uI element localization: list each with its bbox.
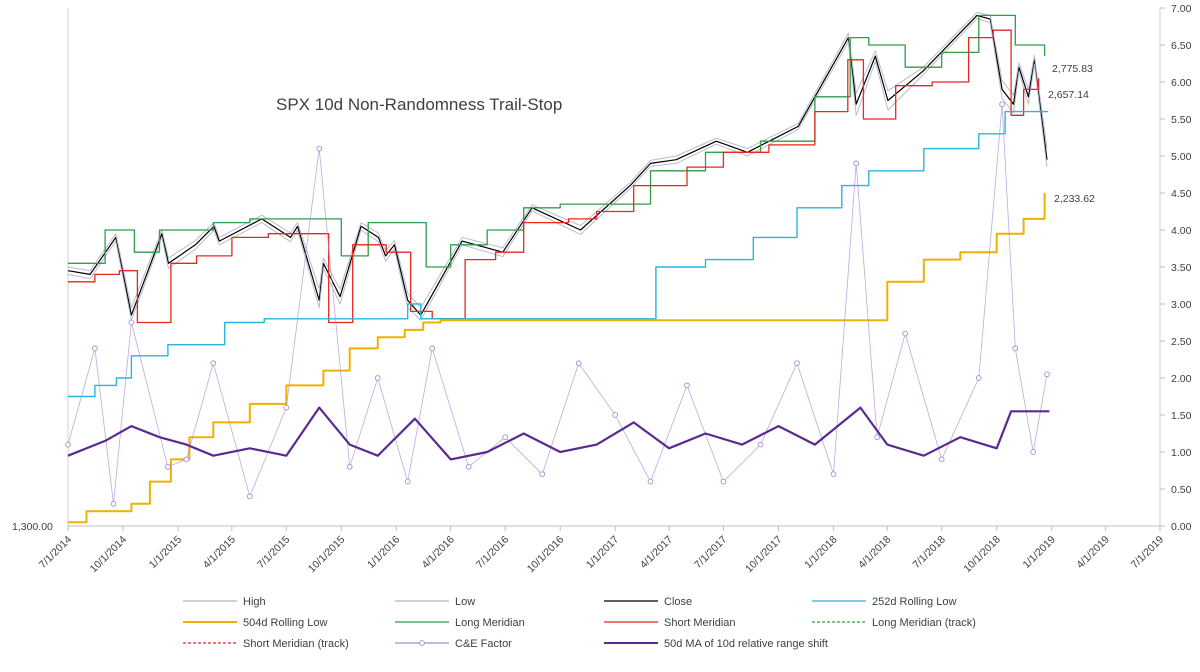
legend-label: Low bbox=[455, 596, 475, 608]
series-point-c-e-factor bbox=[283, 404, 290, 411]
y-tick-label: 3.00 bbox=[1171, 299, 1192, 311]
series-layer bbox=[67, 11, 1050, 524]
series-point-c-e-factor bbox=[465, 463, 472, 470]
series-point-c-e-factor bbox=[246, 493, 253, 500]
series-point-c-e-factor bbox=[183, 456, 190, 463]
chart-title: SPX 10d Non-Randomness Trail-Stop bbox=[276, 95, 562, 114]
left-axis-label: 1,300.00 bbox=[12, 521, 53, 533]
series-line-50d-ma-of-10d-relative-range-shift bbox=[67, 406, 1050, 461]
series-point-c-e-factor bbox=[1030, 449, 1037, 455]
y-tick-label: 5.00 bbox=[1171, 151, 1192, 163]
legend-marker bbox=[419, 640, 425, 646]
legend-label: Long Meridian (track) bbox=[872, 617, 976, 629]
series-point-c-e-factor bbox=[720, 478, 727, 485]
legend-label: High bbox=[243, 596, 266, 608]
grid-lines bbox=[67, 7, 1165, 531]
y-tick-label: 3.50 bbox=[1171, 262, 1192, 274]
series-point-c-e-factor bbox=[539, 471, 546, 478]
series-line-504d-rolling-low bbox=[68, 193, 1046, 524]
legend: High Low Close 252d Rolling Low 504d Rolling… bbox=[183, 596, 976, 650]
series-point-c-e-factor bbox=[938, 456, 945, 463]
y-tick-label: 1.50 bbox=[1171, 410, 1192, 422]
legend-label: C&E Factor bbox=[455, 638, 512, 650]
series-line-high bbox=[67, 11, 1048, 309]
series-line-long-meridian bbox=[68, 14, 1046, 268]
y-tick-label: 0.00 bbox=[1171, 521, 1192, 533]
series-point-c-e-factor bbox=[999, 101, 1005, 108]
series-point-c-e-factor bbox=[794, 360, 800, 367]
series-point-c-e-factor bbox=[165, 463, 171, 470]
series-point-c-e-factor bbox=[346, 463, 353, 470]
legend-label: Close bbox=[664, 596, 692, 608]
series-line-short-meridian bbox=[68, 29, 1040, 324]
series-point-c-e-factor bbox=[874, 434, 880, 441]
series-line-c-e-factor bbox=[67, 103, 1048, 505]
legend-label: 50d MA of 10d relative range shift bbox=[664, 638, 828, 650]
y-tick-label: 2.00 bbox=[1171, 373, 1192, 385]
series-point-c-e-factor bbox=[65, 441, 71, 448]
series-point-c-e-factor bbox=[1044, 371, 1050, 378]
series-point-c-e-factor bbox=[902, 330, 909, 337]
legend-label: Long Meridian bbox=[455, 617, 525, 629]
series-point-c-e-factor bbox=[647, 478, 654, 485]
annotation-3: 2,233.62 bbox=[1054, 193, 1095, 205]
y-tick-label: 0.50 bbox=[1171, 484, 1192, 496]
series-point-c-e-factor bbox=[1012, 345, 1019, 352]
markers-layer bbox=[65, 101, 1050, 507]
y-tick-label: 2.50 bbox=[1171, 336, 1192, 348]
legend-label: Short Meridian bbox=[664, 617, 736, 629]
annotation-1: 2,775.83 bbox=[1052, 63, 1093, 75]
series-point-c-e-factor bbox=[429, 345, 436, 352]
series-point-c-e-factor bbox=[210, 360, 217, 367]
series-point-c-e-factor bbox=[757, 441, 764, 448]
series-point-c-e-factor bbox=[612, 412, 619, 418]
series-line-close bbox=[67, 14, 1048, 316]
series-point-c-e-factor bbox=[110, 500, 117, 507]
series-point-c-e-factor bbox=[316, 145, 323, 152]
series-point-c-e-factor bbox=[830, 471, 837, 478]
annotation-2: 2,657.14 bbox=[1048, 89, 1089, 101]
y-tick-label: 5.50 bbox=[1171, 114, 1192, 126]
y-tick-label: 4.50 bbox=[1171, 188, 1192, 200]
legend-label: Short Meridian (track) bbox=[243, 638, 349, 650]
series-point-c-e-factor bbox=[575, 360, 582, 367]
y-tick-label: 4.00 bbox=[1171, 225, 1192, 237]
series-point-c-e-factor bbox=[404, 478, 411, 485]
legend-label: 504d Rolling Low bbox=[243, 617, 327, 629]
series-line-low bbox=[67, 17, 1048, 321]
legend-label: 252d Rolling Low bbox=[872, 596, 956, 608]
series-point-c-e-factor bbox=[128, 319, 135, 326]
series-point-c-e-factor bbox=[853, 160, 860, 167]
series-line-252d-rolling-low bbox=[68, 110, 1049, 398]
series-point-c-e-factor bbox=[684, 382, 690, 389]
series-point-c-e-factor bbox=[502, 434, 509, 441]
y-tick-label: 6.50 bbox=[1171, 40, 1192, 52]
y-tick-label: 1.00 bbox=[1171, 447, 1192, 459]
series-point-c-e-factor bbox=[975, 375, 982, 381]
y-tick-label: 6.00 bbox=[1171, 77, 1192, 89]
y-tick-label: 7.00 bbox=[1171, 3, 1192, 15]
series-point-c-e-factor bbox=[374, 375, 381, 381]
series-point-c-e-factor bbox=[92, 345, 98, 352]
